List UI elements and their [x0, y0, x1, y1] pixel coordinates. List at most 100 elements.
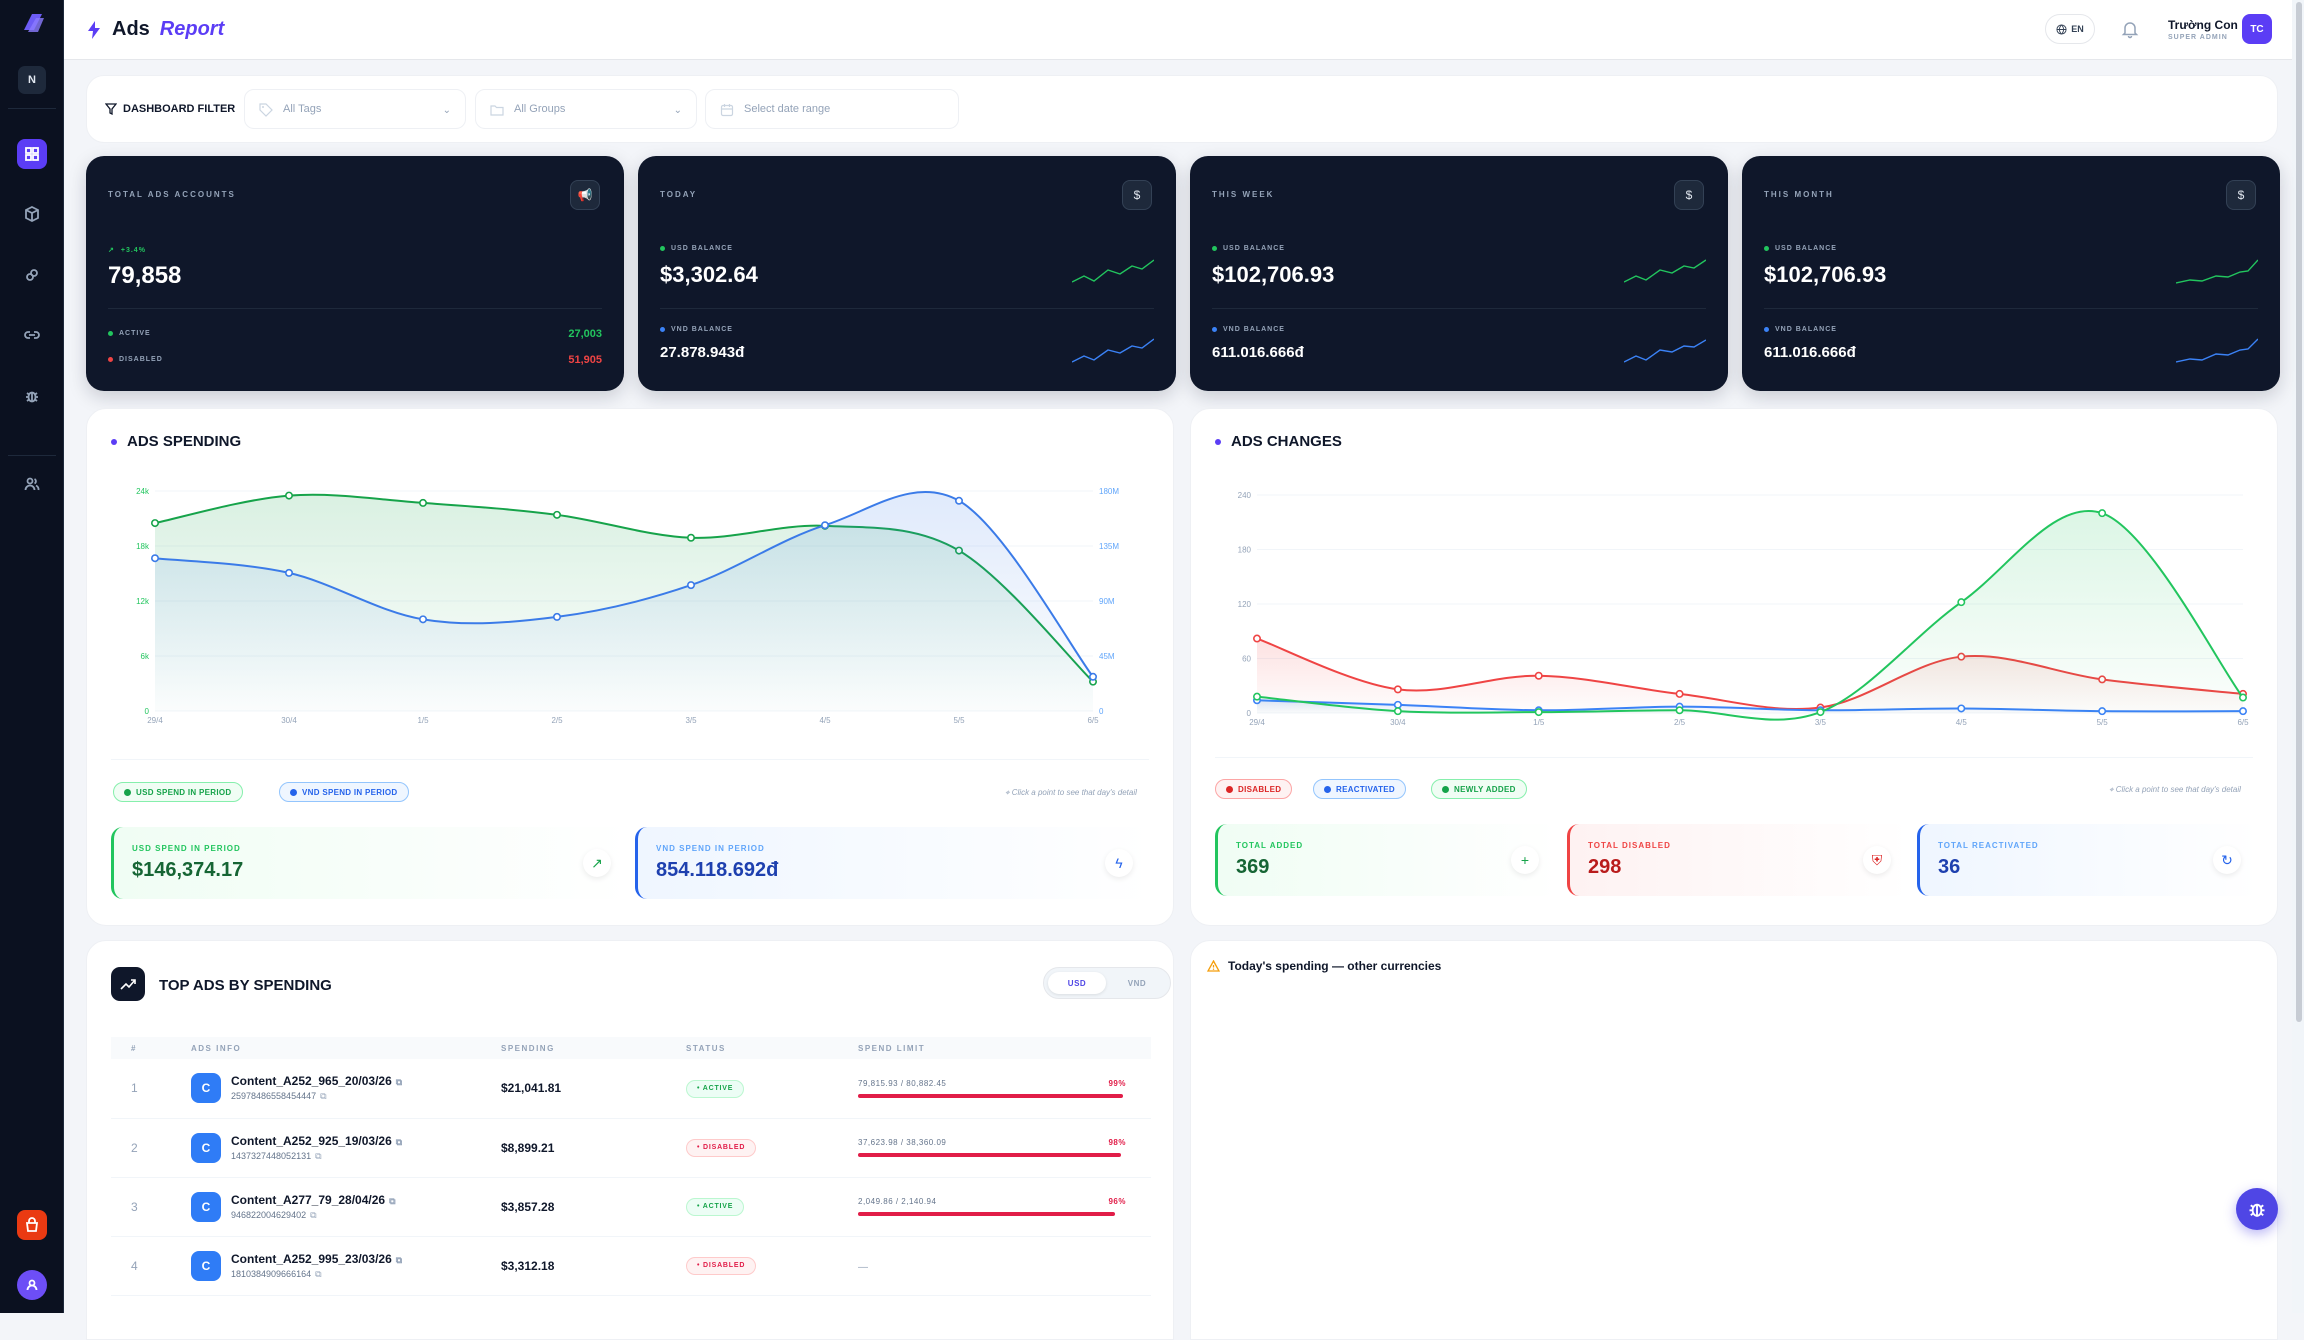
data-point[interactable]: [1393, 707, 1402, 716]
filter-title-text: DASHBOARD FILTER: [123, 103, 236, 115]
ad-name[interactable]: Content_A277_79_28/04/26: [231, 1192, 386, 1207]
copy-icon[interactable]: ⧉: [315, 1150, 322, 1161]
stat-value: $146,374.17: [132, 859, 244, 881]
data-point[interactable]: [552, 510, 561, 519]
table-header: # ADS INFO SPENDING STATUS SPEND LIMIT: [111, 1037, 1151, 1059]
data-point[interactable]: [686, 581, 695, 590]
col-status: STATUS: [686, 1037, 858, 1059]
link-icon: [26, 269, 38, 281]
data-point[interactable]: [1252, 634, 1261, 643]
avatar[interactable]: TC: [2242, 14, 2272, 44]
toggle-vnd[interactable]: VND: [1127, 978, 1147, 988]
sidebar-item-integrations[interactable]: [17, 320, 47, 350]
kpi-label: TODAY: [660, 190, 698, 199]
data-point[interactable]: [1393, 685, 1402, 694]
workspace-switcher[interactable]: N: [18, 66, 46, 94]
app-logo-icon[interactable]: [18, 10, 48, 36]
kpi-card-today: TODAY $ USD BALANCE $3,302.64 VND BALANC…: [638, 156, 1176, 391]
table-row[interactable]: 2 C Content_A252_925_19/03/26 ⧉ 143732744805…: [111, 1118, 1151, 1178]
legend-disabled[interactable]: DISABLED: [1215, 779, 1293, 799]
legend-vnd-spend[interactable]: VND SPEND IN PERIOD: [279, 782, 409, 802]
status-cell: • DISABLED: [686, 1118, 858, 1178]
chart-hint-text: Click a point to see that day's detail: [2115, 785, 2241, 794]
x-tick-label: 3/5: [1815, 718, 1827, 727]
ads-changes-chart[interactable]: 0 60 120 180 240 29/4 30/4 1/5 2/5 3/5 4/5 5/5 6/5: [1191, 469, 2279, 789]
brand: Ads Report: [86, 18, 224, 41]
toggle-usd[interactable]: USD: [1048, 972, 1106, 994]
table-row[interactable]: 4 C Content_A252_995_23/03/26 ⧉ 181038490966…: [111, 1236, 1151, 1296]
groups-select[interactable]: All Groups ⌄: [475, 89, 697, 129]
sidebar-profile[interactable]: [17, 1270, 47, 1300]
stat-value: 369: [1236, 856, 1270, 878]
data-point[interactable]: [151, 519, 160, 528]
vnd-balance-value: 27.878.943đ: [660, 344, 745, 361]
ad-name[interactable]: Content_A252_965_20/03/26: [231, 1074, 392, 1089]
tags-select[interactable]: All Tags ⌄: [244, 89, 466, 129]
vnd-balance-label: VND BALANCE: [1764, 326, 1837, 333]
active-label: ACTIVE: [108, 330, 151, 337]
date-range-picker[interactable]: Select date range: [705, 89, 959, 129]
scrollbar-thumb[interactable]: [2296, 2, 2302, 1022]
legend-newly-added[interactable]: NEWLY ADDED: [1431, 779, 1527, 799]
data-point[interactable]: [1957, 598, 1966, 607]
table-row[interactable]: 3 C Content_A277_79_28/04/26 ⧉ 9468220046294…: [111, 1177, 1151, 1237]
sidebar-item-links[interactable]: [17, 260, 47, 290]
data-point[interactable]: [1675, 689, 1684, 698]
data-point[interactable]: [418, 615, 427, 624]
data-point[interactable]: [151, 554, 160, 563]
page-scrollbar[interactable]: [2292, 0, 2304, 1313]
data-point[interactable]: [954, 496, 963, 505]
disabled-label: DISABLED: [108, 356, 163, 363]
language-switcher[interactable]: EN: [2045, 14, 2095, 44]
table-row[interactable]: 1 C Content_A252_965_20/03/26 ⧉ 259784865584…: [111, 1059, 1151, 1119]
data-point[interactable]: [1816, 708, 1825, 717]
y-tick-label: 12k: [136, 597, 150, 606]
data-point[interactable]: [285, 568, 294, 577]
copy-icon[interactable]: ⧉: [395, 1136, 403, 1147]
data-point[interactable]: [1534, 671, 1543, 680]
ad-name[interactable]: Content_A252_995_23/03/26: [231, 1251, 392, 1266]
sidebar-item-debug[interactable]: [17, 381, 47, 411]
x-tick-label: 1/5: [417, 716, 429, 725]
calendar-icon: [720, 104, 734, 117]
copy-icon[interactable]: ⧉: [315, 1268, 322, 1279]
data-point[interactable]: [2098, 509, 2107, 518]
sidebar-item-dashboard[interactable]: [17, 139, 47, 169]
data-point[interactable]: [418, 498, 427, 507]
data-point[interactable]: [1088, 672, 1097, 681]
user-name[interactable]: Trường Con: [2168, 18, 2238, 32]
sidebar-item-users[interactable]: [17, 469, 47, 499]
debug-fab-button[interactable]: [2236, 1188, 2278, 1230]
sidebar-item-shop[interactable]: [17, 1210, 47, 1240]
copy-icon[interactable]: ⧉: [310, 1209, 317, 1220]
notification-bell-icon[interactable]: [2119, 18, 2141, 40]
kpi-label: THIS WEEK: [1212, 190, 1275, 199]
data-point[interactable]: [1675, 706, 1684, 715]
data-point[interactable]: [820, 521, 829, 530]
copy-icon[interactable]: ⧉: [389, 1195, 396, 1206]
spend-limit-percent: 98%: [1108, 1138, 1126, 1147]
ad-name[interactable]: Content_A252_925_19/03/26: [231, 1133, 392, 1148]
globe-icon: [2056, 23, 2067, 35]
currency-toggle: USD VND: [1043, 967, 1171, 999]
ad-id: 1810384909666164: [231, 1268, 312, 1279]
ad-avatar: C: [191, 1191, 221, 1222]
vnd-balance-label-text: VND BALANCE: [671, 326, 733, 333]
copy-icon[interactable]: ⧉: [395, 1077, 403, 1088]
data-point[interactable]: [686, 533, 695, 542]
data-point[interactable]: [1393, 700, 1402, 709]
data-point[interactable]: [2239, 693, 2248, 702]
legend-reactivated[interactable]: REACTIVATED: [1313, 779, 1407, 799]
legend-usd-spend[interactable]: USD SPEND IN PERIOD: [113, 782, 243, 802]
data-point[interactable]: [552, 612, 561, 621]
sidebar-item-products[interactable]: [17, 199, 47, 229]
copy-icon[interactable]: ⧉: [320, 1091, 327, 1102]
data-point[interactable]: [1252, 692, 1261, 701]
x-tick-label: 29/4: [1249, 718, 1265, 727]
data-point[interactable]: [285, 491, 294, 500]
data-point[interactable]: [1534, 708, 1543, 717]
divider: [1212, 308, 1706, 309]
ads-spending-chart[interactable]: 0 6k 12k 18k 24k 0 45M 90M 135M 180M 29/4 30/4 1/5 2/…: [87, 469, 1175, 789]
copy-icon[interactable]: ⧉: [395, 1254, 403, 1265]
warning-icon: [1207, 960, 1220, 972]
